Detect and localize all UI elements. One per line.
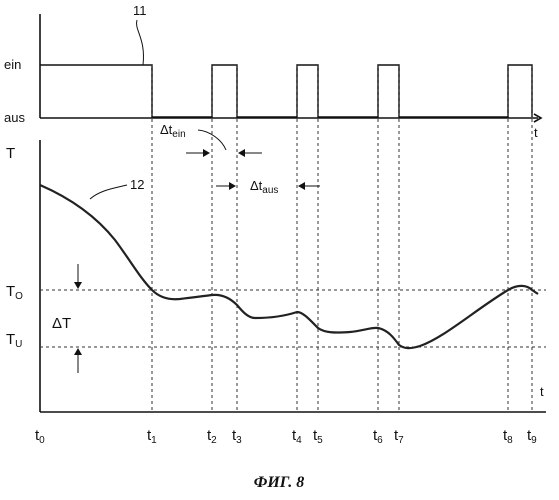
delta-t-label: ΔT [52, 315, 71, 332]
time-tick-label: t8 [503, 427, 513, 446]
time-tick-label: t7 [394, 427, 404, 446]
delta-t-on-label: Δtein [160, 122, 186, 140]
delta-t-on-arrowhead-left [203, 149, 210, 157]
upper-threshold-label: TO [6, 283, 23, 302]
temperature-axis-label: T [6, 145, 15, 162]
time-tick-label: t1 [147, 427, 157, 446]
switch-signal-line [40, 65, 532, 117]
figure-caption: ФИГ. 8 [254, 474, 305, 491]
curve-reference-number: 12 [130, 177, 144, 192]
delta-t-arrowhead-up [74, 348, 82, 355]
delta-t-off-arrowhead-right [298, 182, 305, 190]
delta-t-off-label: Δtaus [250, 178, 278, 196]
time-tick-labels: t0 t1 t2 t3 t4 t5 t6 t7 t8 t9 [35, 427, 537, 446]
signal-time-axis-label: t [534, 125, 538, 140]
temperature-curve [40, 185, 538, 348]
time-tick-label: t9 [527, 427, 537, 446]
switch-signal-graph: ein aus 11 t [4, 3, 541, 140]
delta-t-on-arrowhead-right [238, 149, 245, 157]
level-low-label: aus [4, 110, 25, 125]
time-tick-label: t4 [292, 427, 302, 446]
temperature-graph: T t TO TU ΔT Δtein Δtaus 12 [6, 122, 546, 412]
time-tick-label: t2 [207, 427, 217, 446]
delta-t-off-arrowhead-left [229, 182, 236, 190]
time-axis-label: t [540, 384, 544, 399]
level-high-label: ein [4, 57, 21, 72]
lower-threshold-label: TU [6, 331, 22, 350]
delta-t-arrowhead-down [74, 282, 82, 289]
time-tick-label: t3 [232, 427, 242, 446]
signal-reference-leader [137, 20, 144, 65]
time-tick-label: t5 [313, 427, 323, 446]
signal-reference-number: 11 [133, 3, 147, 18]
curve-reference-leader [90, 185, 127, 199]
time-tick-label: t6 [373, 427, 383, 446]
time-tick-label: t0 [35, 427, 45, 446]
